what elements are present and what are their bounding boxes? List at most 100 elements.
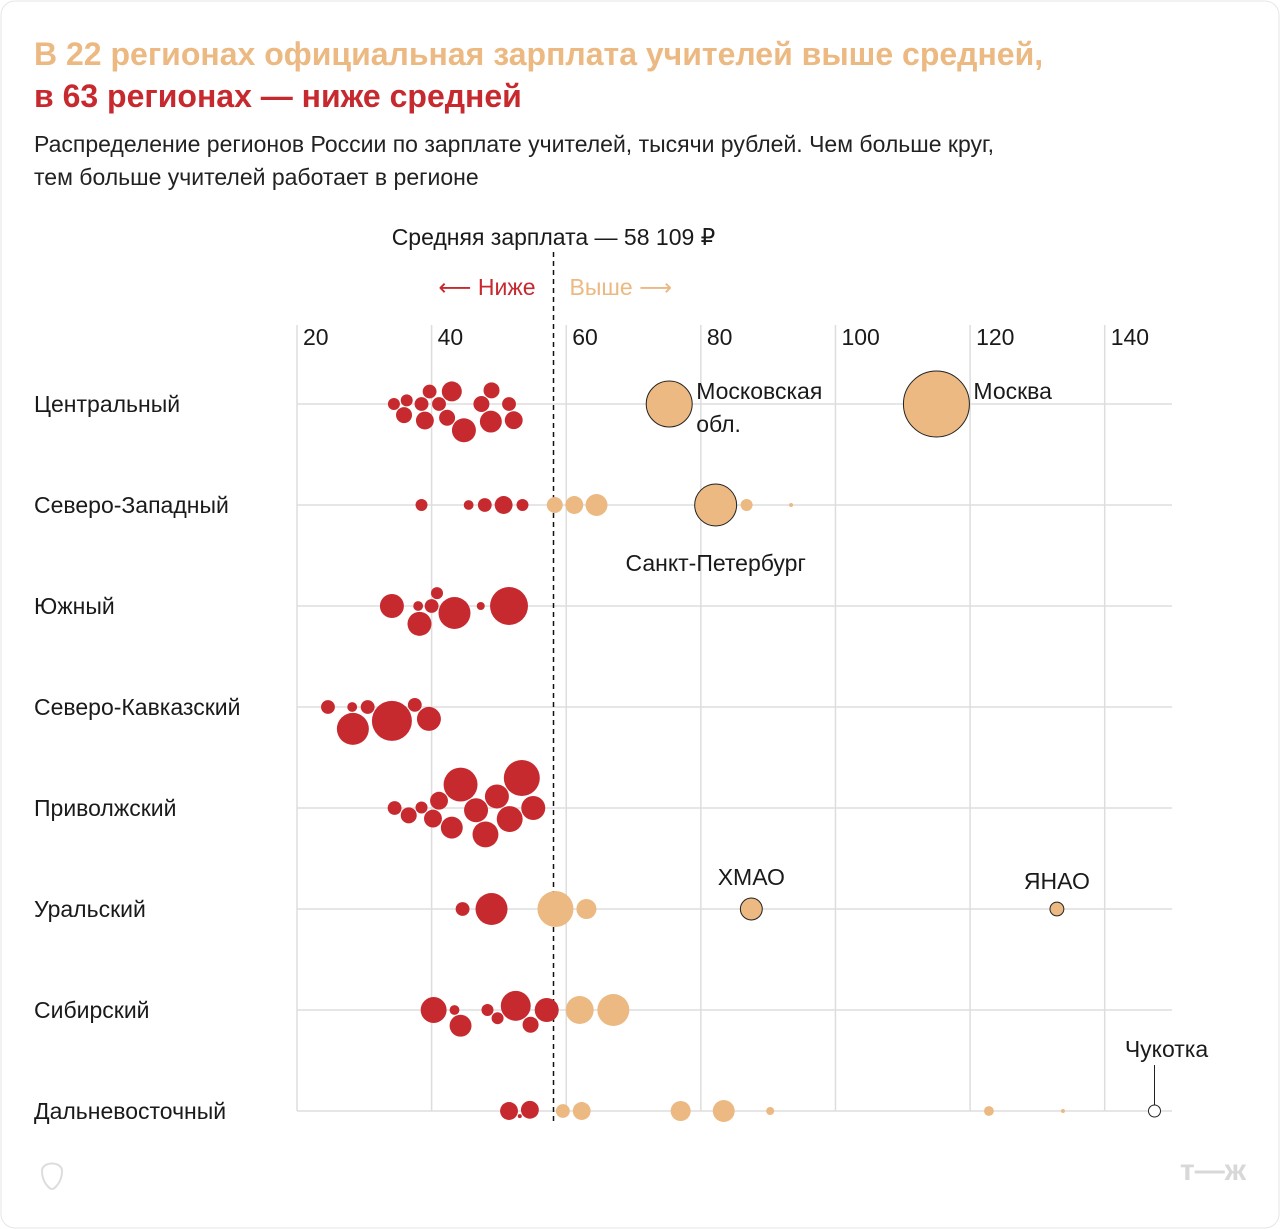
bubble: [360, 700, 375, 714]
bubble: [321, 700, 335, 714]
bubble: [984, 1106, 994, 1116]
subtitle: тем больше учителей работает в регионе: [34, 164, 479, 190]
bubble: [424, 809, 442, 828]
bubble: [739, 897, 763, 921]
bubble: [597, 994, 630, 1026]
bubble: [431, 587, 443, 600]
bubble: [481, 1004, 494, 1016]
above-label: Выше ⟶: [570, 274, 672, 300]
bubble: [484, 784, 509, 809]
bubble: [517, 1114, 522, 1119]
row-label: Южный: [34, 593, 115, 619]
bubble: [712, 1100, 735, 1122]
bubble: [479, 410, 502, 433]
bubble: [439, 409, 456, 426]
bubble: [424, 599, 439, 613]
bubble: [477, 498, 492, 512]
x-tick-label: 120: [976, 324, 1014, 350]
bubble-label: ХМАО: [718, 864, 785, 890]
bubble: [572, 1102, 591, 1120]
title-line: В 22 регионах официальная зарплата учите…: [34, 36, 1043, 72]
row-label: Уральский: [34, 896, 146, 922]
bubble: [585, 494, 608, 516]
bubble: [1049, 901, 1065, 917]
bubble: [379, 594, 404, 618]
bubble-label: Московская: [696, 378, 822, 404]
title-line: в 63 регионах — ниже средней: [34, 78, 522, 114]
logo: [40, 1162, 64, 1191]
bubble: [502, 397, 516, 411]
row-label: Дальневосточный: [34, 1098, 226, 1124]
bubble: [463, 500, 474, 510]
bubble: [521, 796, 546, 820]
bubble: [483, 382, 500, 399]
bubble: [503, 760, 540, 797]
bubble: [902, 370, 970, 438]
bubble: [473, 396, 490, 412]
bubble: [516, 499, 529, 511]
bubble: [565, 496, 584, 514]
row-label: Центральный: [34, 391, 180, 417]
bubble: [440, 816, 463, 839]
row-label: Северо-Западный: [34, 492, 229, 518]
bubble: [1148, 1104, 1161, 1118]
x-tick-label: 60: [572, 324, 598, 350]
bubble: [789, 503, 794, 507]
bubble: [336, 712, 369, 745]
bubble: [576, 899, 597, 919]
bubble: [422, 384, 437, 399]
bubble: [500, 990, 531, 1021]
bubble: [441, 381, 462, 402]
bubble: [407, 611, 432, 636]
row-label: Северо-Кавказский: [34, 694, 240, 720]
bubble: [451, 418, 476, 443]
bubble-label: Санкт-Петербург: [625, 550, 805, 576]
x-tick-label: 140: [1111, 324, 1149, 350]
bubble: [520, 1100, 539, 1119]
bubble: [438, 596, 471, 629]
bubble: [494, 496, 513, 514]
bubble: [387, 801, 402, 815]
bubble: [449, 1014, 472, 1037]
bubble: [472, 821, 499, 848]
row-label: Сибирский: [34, 997, 150, 1023]
bubble: [500, 1102, 518, 1120]
bubble: [645, 380, 693, 428]
bubble: [476, 602, 485, 610]
bubble: [555, 1104, 570, 1118]
bubble: [546, 497, 563, 513]
bubble: [565, 996, 594, 1024]
bubble: [420, 997, 447, 1023]
bubble-label: ЯНАО: [1024, 868, 1090, 894]
brand: т—ж: [1180, 1154, 1247, 1187]
bubble: [347, 702, 358, 712]
bubble: [534, 998, 559, 1022]
bubble: [432, 397, 446, 411]
bubble: [449, 1005, 460, 1015]
bubble: [475, 893, 508, 925]
bubble: [766, 1107, 775, 1115]
bubble: [490, 587, 528, 625]
bubble: [407, 697, 422, 712]
bubble: [415, 499, 428, 511]
bubble: [670, 1101, 691, 1121]
bubble: [430, 791, 448, 810]
below-label: ⟵ Ниже: [439, 274, 536, 300]
bubble: [455, 902, 470, 916]
x-tick-label: 80: [707, 324, 733, 350]
x-tick-label: 20: [303, 324, 329, 350]
bubble: [414, 397, 429, 411]
subtitle: Распределение регионов России по зарплат…: [34, 131, 994, 157]
bubble: [415, 801, 428, 814]
bubble: [496, 806, 523, 833]
row-label: Приволжский: [34, 795, 176, 821]
bubble: [387, 398, 400, 410]
bubble: [464, 798, 489, 823]
mean-label: Средняя зарплата — 58 109 ₽: [392, 224, 716, 250]
bubble: [415, 411, 434, 430]
bubble: [413, 601, 424, 611]
bubble: [400, 807, 417, 824]
bubble-label: Москва: [973, 378, 1052, 404]
x-tick-label: 100: [841, 324, 879, 350]
